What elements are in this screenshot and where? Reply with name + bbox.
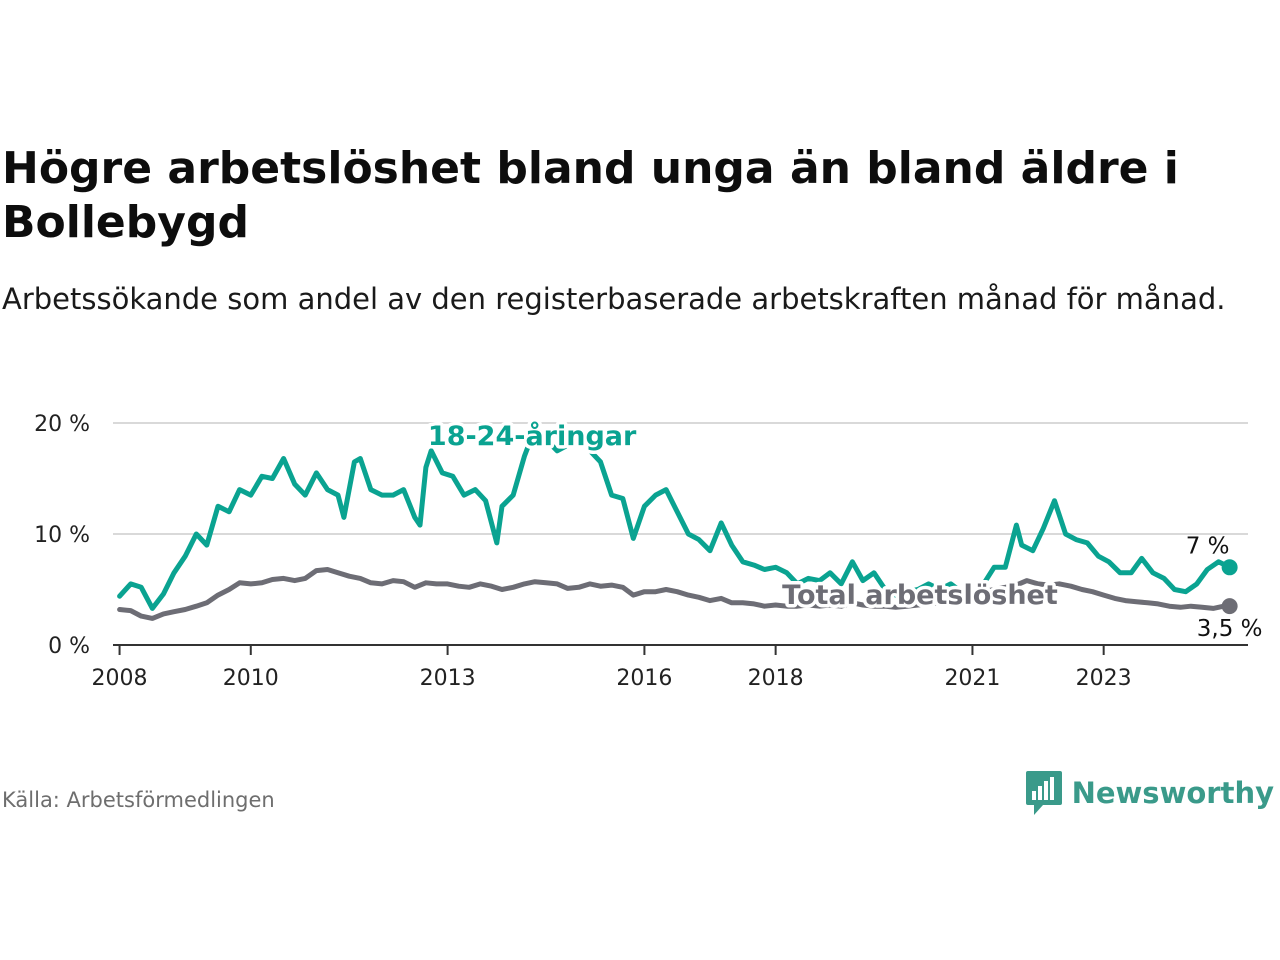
y-axis: 0 % 10 % 20 % (34, 412, 90, 659)
x-tick-label: 2010 (223, 666, 279, 691)
x-tick-label: 2008 (92, 666, 148, 691)
y-tick-label: 20 % (34, 412, 90, 437)
series-end-label-0: 7 % (1186, 533, 1230, 559)
chart-title: Högre arbetslöshet bland unga än bland ä… (2, 143, 1179, 248)
series-label-1: Total arbetslöshet (782, 580, 1058, 611)
series-layer (117, 426, 1238, 621)
x-tick-label: 2023 (1076, 666, 1132, 691)
x-axis: 2008 2010 2013 2016 2018 2021 2023 (92, 644, 1248, 691)
y-tick-label: 10 % (34, 523, 90, 548)
grid-layer (113, 422, 1248, 535)
y-tick-label: 0 % (48, 634, 90, 659)
series-end-point-0 (1221, 559, 1238, 576)
series-end-point-1 (1221, 598, 1238, 615)
x-tick-label: 2016 (616, 666, 672, 691)
source-note: Källa: Arbetsförmedlingen (2, 788, 275, 812)
line-chart: 0 % 10 % 20 % 2008 2010 2013 2016 2018 2021 2023… (34, 412, 1263, 691)
series-label-0: 18-24-åringar (428, 420, 637, 452)
x-tick-label: 2018 (748, 666, 804, 691)
chart-subtitle: Arbetssökande som andel av den registerb… (2, 282, 1226, 316)
x-tick-label: 2021 (944, 666, 1000, 691)
series-line-0 (117, 426, 1233, 611)
series-line-1 (117, 567, 1233, 621)
x-tick-label: 2013 (420, 666, 476, 691)
brand-name: Newsworthy (1071, 776, 1274, 810)
label-layer: 7 % 18-24-åringar 3,5 % Total arbetslöshet (424, 417, 1263, 642)
newsworthy-logo-icon (1025, 771, 1062, 815)
series-end-label-1: 3,5 % (1197, 616, 1263, 642)
brand-logo: Newsworthy (1025, 771, 1274, 815)
